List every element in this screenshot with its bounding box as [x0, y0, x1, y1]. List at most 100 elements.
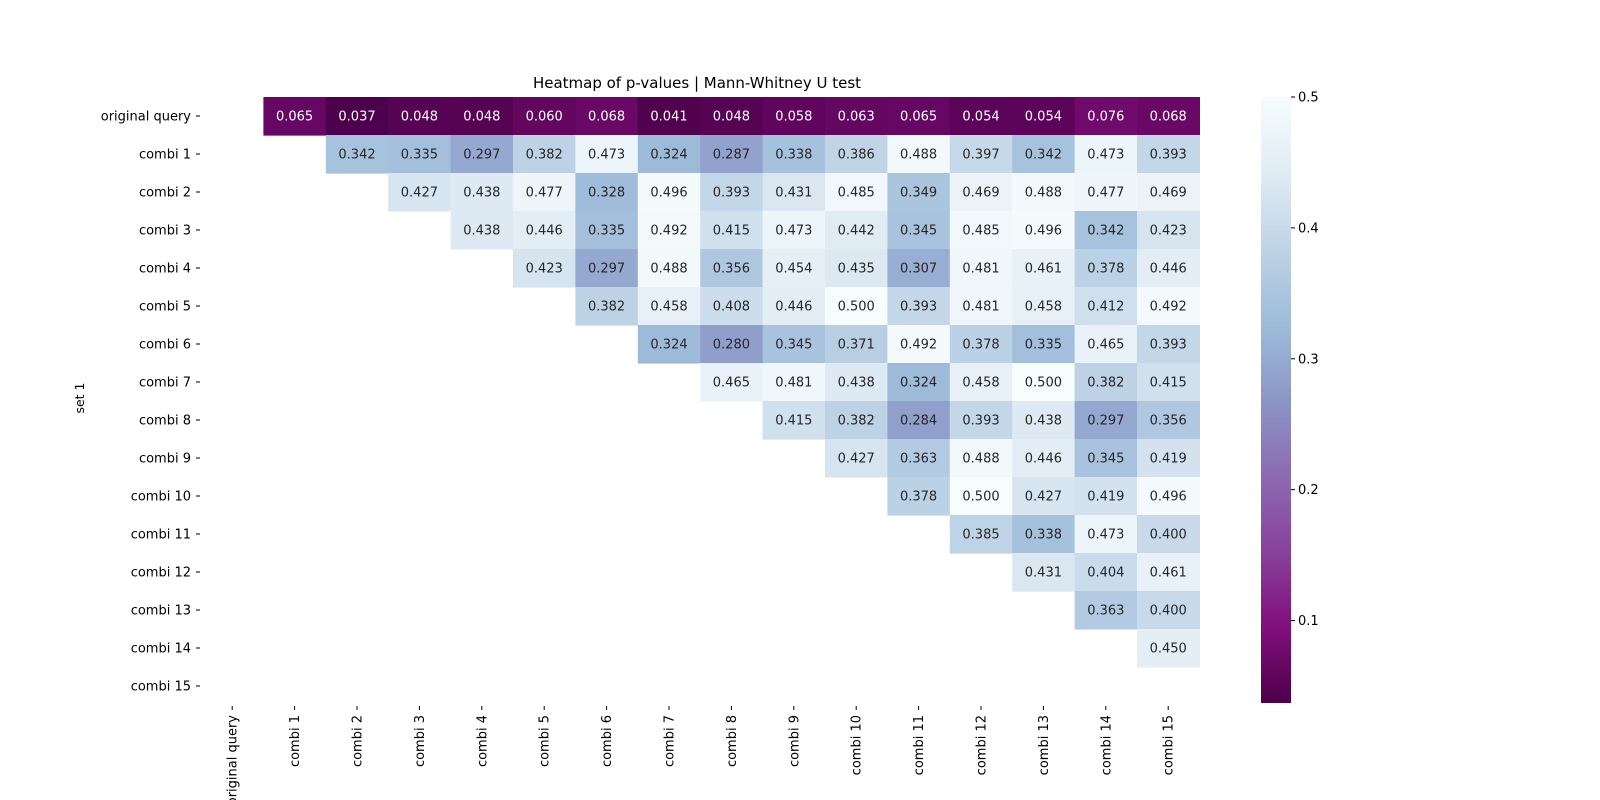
cell-value-label: 0.431: [1025, 566, 1062, 581]
cell-value-label: 0.280: [713, 338, 750, 353]
heatmap-cell: [1012, 173, 1076, 212]
heatmap-cell: [1137, 249, 1200, 288]
cell-value-label: 0.342: [1087, 224, 1124, 239]
heatmap-cell: [1012, 211, 1076, 250]
cell-value-label: 0.481: [962, 262, 999, 277]
x-tick-label: combi 15: [1162, 715, 1177, 775]
heatmap-cell: [1012, 325, 1076, 364]
cell-value-label: 0.477: [1087, 186, 1124, 201]
heatmap-cell: [887, 439, 951, 478]
heatmap-cell: [762, 135, 826, 174]
y-tick-label: combi 10: [131, 490, 191, 505]
heatmap-cell: [1137, 515, 1200, 554]
x-tick-label: combi 13: [1037, 715, 1052, 775]
heatmap-cell: [513, 211, 576, 250]
x-tick-label: combi 6: [600, 715, 615, 767]
cell-value-label: 0.287: [713, 148, 750, 163]
cell-value-label: 0.393: [900, 300, 937, 315]
heatmap-cell: [1074, 249, 1138, 288]
cell-value-label: 0.068: [1150, 110, 1187, 125]
cell-value-label: 0.438: [1025, 414, 1062, 429]
heatmap-cell: [949, 173, 1013, 212]
cell-value-label: 0.048: [713, 110, 750, 125]
cell-value-label: 0.496: [1150, 490, 1187, 505]
heatmap-cell: [949, 135, 1013, 174]
cell-value-label: 0.488: [650, 262, 687, 277]
cell-value-label: 0.473: [588, 148, 625, 163]
heatmap-cell: [762, 97, 826, 136]
cell-value-label: 0.382: [838, 414, 875, 429]
cell-value-label: 0.400: [1150, 528, 1187, 543]
heatmap-cell: [450, 211, 514, 250]
heatmap-cell: [1012, 287, 1076, 326]
cell-value-label: 0.065: [276, 110, 313, 125]
cell-value-label: 0.415: [775, 414, 812, 429]
heatmap-cell: [762, 363, 826, 402]
cell-value-label: 0.335: [588, 224, 625, 239]
cell-value-label: 0.438: [838, 376, 875, 391]
y-tick-label: original query: [101, 110, 192, 125]
cell-value-label: 0.461: [1150, 566, 1187, 581]
y-tick-label: combi 2: [139, 186, 191, 201]
cell-value-label: 0.378: [962, 338, 999, 353]
cell-value-label: 0.427: [838, 452, 875, 467]
heatmap-cell: [1074, 591, 1138, 630]
cell-value-label: 0.461: [1025, 262, 1062, 277]
cell-value-label: 0.419: [1087, 490, 1124, 505]
cell-value-label: 0.345: [900, 224, 937, 239]
cell-value-label: 0.485: [962, 224, 999, 239]
cell-value-label: 0.037: [338, 110, 375, 125]
heatmap-cell: [513, 249, 576, 288]
cell-value-label: 0.408: [713, 300, 750, 315]
heatmap-cell: [575, 287, 639, 326]
cell-value-label: 0.496: [650, 186, 687, 201]
cell-value-label: 0.356: [1150, 414, 1187, 429]
heatmap-cell: [700, 249, 764, 288]
cell-value-label: 0.454: [775, 262, 812, 277]
x-tick-label: combi 8: [725, 715, 740, 767]
heatmap-cell: [949, 363, 1013, 402]
cell-value-label: 0.473: [1087, 528, 1124, 543]
x-tick-label: combi 14: [1099, 715, 1114, 775]
heatmap-cell: [1012, 477, 1076, 516]
cell-value-label: 0.431: [775, 186, 812, 201]
heatmap-cell: [575, 211, 639, 250]
x-tick-label: combi 4: [475, 715, 490, 767]
heatmap-cell: [887, 97, 951, 136]
heatmap-cell: [949, 97, 1013, 136]
cell-value-label: 0.415: [1150, 376, 1187, 391]
cell-value-label: 0.500: [1025, 376, 1062, 391]
heatmap-cell: [1137, 553, 1200, 592]
cell-value-label: 0.076: [1087, 110, 1124, 125]
cell-value-label: 0.481: [962, 300, 999, 315]
heatmap-cell: [825, 325, 888, 364]
cell-value-label: 0.328: [588, 186, 625, 201]
heatmap-cell: [1137, 401, 1200, 440]
heatmap-cell: [637, 287, 701, 326]
heatmap-cell: [887, 401, 951, 440]
cell-value-label: 0.063: [838, 110, 875, 125]
heatmap-cell: [949, 401, 1013, 440]
heatmap-cell: [1012, 249, 1076, 288]
cell-value-label: 0.473: [1087, 148, 1124, 163]
heatmap-cell: [949, 439, 1013, 478]
heatmap-cell: [1074, 439, 1138, 478]
heatmap-cell: [637, 249, 701, 288]
cell-value-label: 0.488: [962, 452, 999, 467]
y-tick-label: combi 8: [139, 414, 191, 429]
y-tick-label: combi 1: [139, 148, 191, 163]
heatmap-cell: [762, 287, 826, 326]
cell-value-label: 0.492: [900, 338, 937, 353]
cell-value-label: 0.465: [1087, 338, 1124, 353]
heatmap-cell: [825, 211, 888, 250]
heatmap-cell: [1137, 629, 1200, 668]
cell-value-label: 0.382: [588, 300, 625, 315]
heatmap-cell: [637, 211, 701, 250]
heatmap-cell: [1137, 135, 1200, 174]
heatmap-cell: [825, 287, 888, 326]
x-tick-label: combi 12: [975, 715, 990, 775]
cell-value-label: 0.297: [463, 148, 500, 163]
heatmap-cell: [637, 97, 701, 136]
heatmap-cell: [700, 211, 764, 250]
